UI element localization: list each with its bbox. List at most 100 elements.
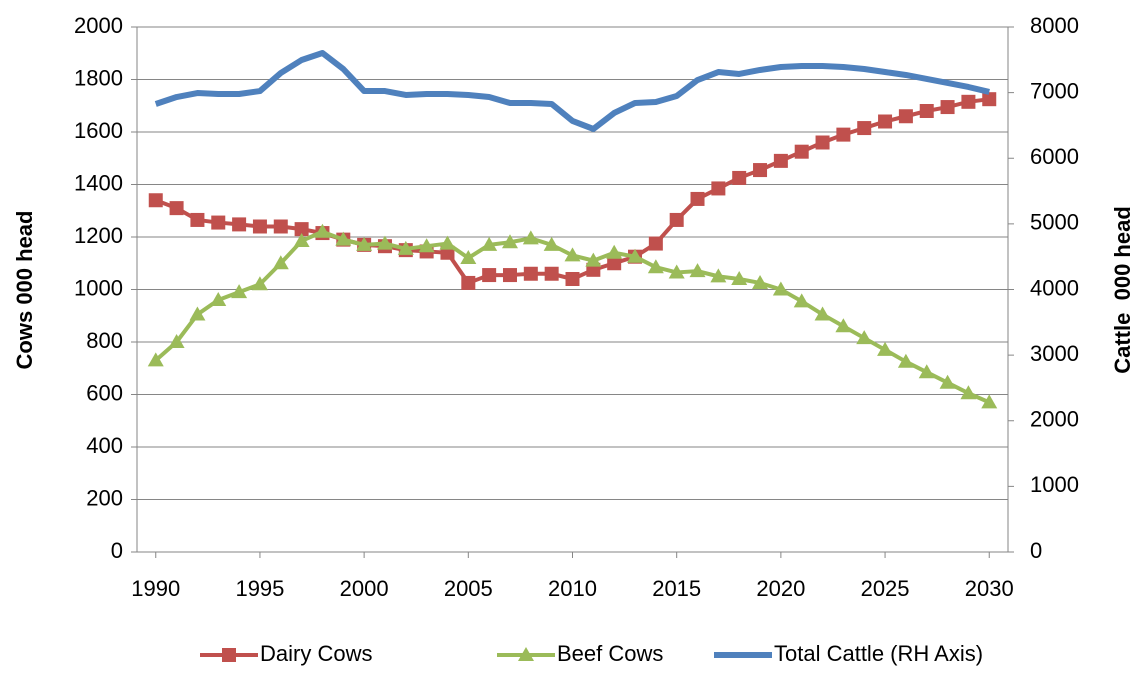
- legend-label: Dairy Cows: [260, 641, 372, 666]
- series-line: [154, 49, 990, 132]
- marker: [689, 263, 706, 278]
- marker: [877, 341, 894, 356]
- y2-axis-title: Cattle 000 head: [1110, 206, 1135, 374]
- marker: [898, 109, 913, 124]
- marker: [544, 266, 559, 281]
- y2-tick-label: 5000: [1030, 210, 1079, 235]
- legend-marker: [518, 647, 534, 661]
- marker: [232, 217, 247, 232]
- marker: [293, 232, 310, 247]
- y-tick-label: 400: [86, 433, 123, 458]
- y2-tick-label: 8000: [1030, 13, 1079, 38]
- marker: [272, 255, 289, 270]
- marker: [481, 236, 498, 251]
- y-tick-label: 1600: [74, 118, 123, 143]
- x-tick-label: 2005: [444, 576, 493, 601]
- marker: [543, 236, 560, 251]
- y2-tick-label: 2000: [1030, 407, 1079, 432]
- y-tick-label: 1800: [74, 65, 123, 90]
- legend-label: Beef Cows: [557, 641, 663, 666]
- marker: [647, 259, 664, 274]
- marker: [376, 235, 393, 250]
- marker: [668, 264, 685, 279]
- x-tick-label: 2010: [548, 576, 597, 601]
- x-tick-label: 1995: [235, 576, 284, 601]
- marker: [648, 236, 663, 251]
- marker: [918, 364, 935, 379]
- marker: [939, 374, 956, 389]
- marker: [169, 201, 184, 216]
- marker: [190, 212, 205, 227]
- marker: [482, 268, 497, 283]
- y-tick-label: 200: [86, 485, 123, 510]
- marker: [397, 240, 414, 255]
- marker: [836, 127, 851, 142]
- marker: [252, 219, 267, 234]
- marker: [148, 193, 163, 208]
- marker: [273, 219, 288, 234]
- marker: [251, 276, 268, 291]
- marker: [147, 352, 164, 367]
- y2-tick-label: 6000: [1030, 144, 1079, 169]
- x-tick-label: 2030: [965, 576, 1014, 601]
- marker: [732, 170, 747, 185]
- x-tick-label: 2025: [861, 576, 910, 601]
- marker: [960, 385, 977, 400]
- marker: [856, 330, 873, 345]
- marker: [565, 272, 580, 286]
- x-tick-label: 2020: [756, 576, 805, 601]
- marker: [607, 256, 622, 271]
- marker: [523, 266, 538, 281]
- marker: [461, 275, 476, 290]
- marker: [294, 222, 309, 237]
- marker: [439, 235, 456, 250]
- marker: [711, 181, 726, 196]
- x-tick-label: 2000: [340, 576, 389, 601]
- marker: [773, 153, 788, 168]
- marker: [857, 121, 872, 136]
- marker: [585, 252, 602, 267]
- marker: [731, 271, 748, 285]
- legend-label: Total Cattle (RH Axis): [774, 641, 983, 666]
- marker: [835, 318, 852, 333]
- marker: [501, 234, 518, 249]
- y-tick-label: 2000: [74, 13, 123, 38]
- marker: [356, 236, 373, 251]
- marker: [793, 293, 810, 308]
- y-axis-title: Cows 000 head: [12, 211, 37, 370]
- y2-tick-label: 4000: [1030, 275, 1079, 300]
- marker: [772, 281, 789, 296]
- x-tick-label: 2015: [652, 576, 701, 601]
- marker: [606, 244, 623, 259]
- marker: [669, 212, 684, 227]
- marker: [502, 268, 517, 283]
- y-tick-label: 1200: [74, 223, 123, 248]
- x-tick-label: 1990: [131, 576, 180, 601]
- marker: [815, 135, 830, 150]
- marker: [168, 334, 185, 348]
- legend-marker: [222, 648, 236, 662]
- marker: [210, 292, 227, 306]
- y-tick-label: 800: [86, 328, 123, 353]
- marker: [231, 284, 248, 299]
- marker: [919, 104, 934, 118]
- y-tick-label: 1400: [74, 170, 123, 195]
- y2-tick-label: 1000: [1030, 472, 1079, 497]
- y-tick-label: 0: [111, 538, 123, 563]
- y-tick-label: 1000: [74, 275, 123, 300]
- marker: [335, 231, 352, 246]
- marker: [522, 230, 539, 245]
- marker: [211, 215, 226, 230]
- marker: [564, 247, 581, 262]
- marker: [753, 163, 768, 178]
- marker: [814, 306, 831, 321]
- marker: [982, 92, 997, 107]
- marker: [627, 248, 644, 263]
- y-tick-label: 600: [86, 380, 123, 405]
- y2-tick-label: 7000: [1030, 78, 1079, 103]
- marker: [940, 100, 955, 115]
- marker: [981, 394, 998, 409]
- marker: [961, 94, 976, 109]
